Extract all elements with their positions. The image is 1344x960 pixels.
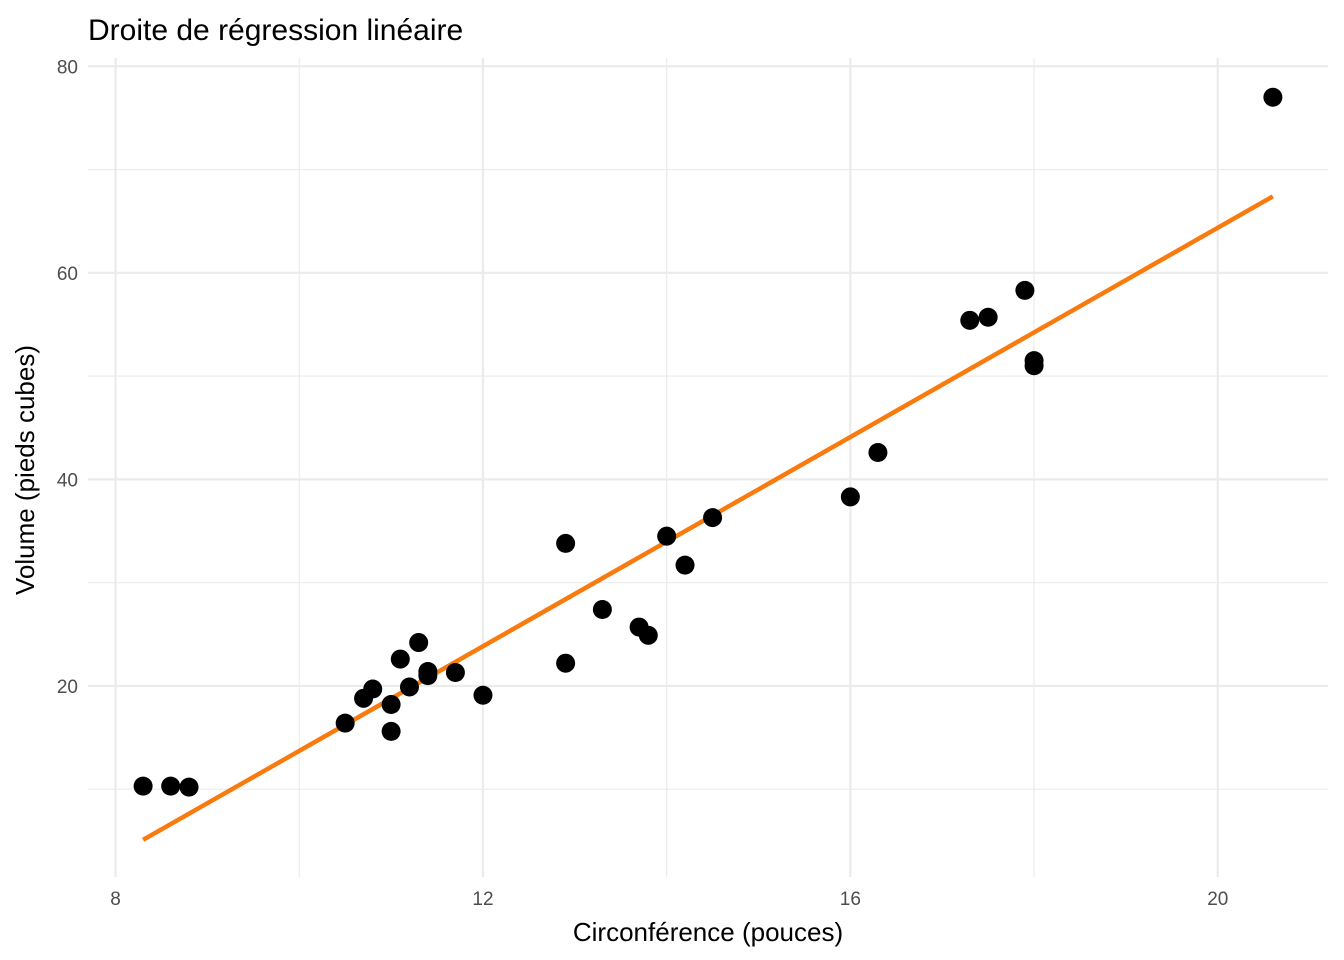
tick-labels-layer: 8 12 16 20 20 40 60 80 <box>57 57 1228 910</box>
data-point <box>556 653 576 673</box>
data-point <box>445 663 465 683</box>
x-tick-label: 12 <box>472 889 493 910</box>
y-tick-label: 80 <box>57 57 78 78</box>
data-point <box>381 695 401 715</box>
x-tick-label: 20 <box>1207 889 1228 910</box>
data-point <box>399 677 419 697</box>
data-point <box>960 310 980 330</box>
data-point <box>556 533 576 553</box>
data-point <box>840 487 860 507</box>
data-point <box>703 508 723 528</box>
data-point <box>363 679 383 699</box>
data-point <box>1015 280 1035 300</box>
data-point <box>675 555 695 575</box>
x-tick-label: 16 <box>840 889 861 910</box>
data-point <box>161 776 181 796</box>
data-point <box>592 600 612 620</box>
y-tick-label: 40 <box>57 470 78 491</box>
data-point <box>133 776 153 796</box>
data-point <box>418 661 438 681</box>
y-axis-title: Volume (pieds cubes) <box>10 345 40 595</box>
x-tick-label: 8 <box>110 889 121 910</box>
grid-layer <box>88 58 1328 877</box>
data-point <box>381 721 401 741</box>
chart-title: Droite de régression linéaire <box>88 14 463 47</box>
data-point <box>390 649 410 669</box>
data-points-layer <box>133 87 1283 797</box>
data-point <box>978 307 998 327</box>
data-point <box>179 777 199 797</box>
y-tick-label: 20 <box>57 677 78 698</box>
data-point <box>638 625 658 645</box>
data-point <box>868 443 888 463</box>
y-tick-label: 60 <box>57 264 78 285</box>
data-point <box>409 633 429 653</box>
data-point <box>473 685 493 705</box>
data-point <box>335 713 355 733</box>
data-point <box>1024 356 1044 376</box>
data-point <box>657 526 677 546</box>
data-point <box>1263 87 1283 107</box>
x-axis-title: Circonférence (pouces) <box>573 917 843 947</box>
